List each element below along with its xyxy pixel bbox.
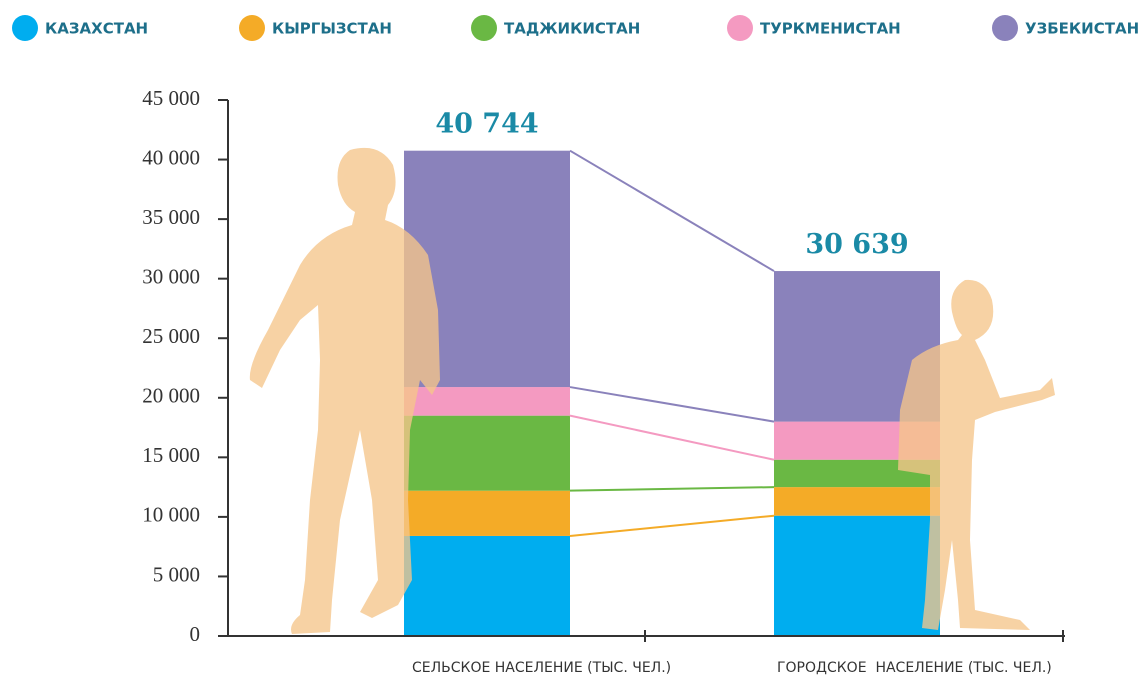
silhouettes: [249, 147, 1055, 634]
bars: [404, 149, 940, 636]
legend-label: КАЗАХСТАН: [45, 20, 148, 38]
total-label: 40 744: [435, 109, 538, 140]
legend-swatch: [239, 15, 265, 41]
bar-segment: [404, 490, 570, 536]
bar-segment: [774, 487, 940, 516]
y-tick-label: 40 000: [142, 145, 200, 169]
legend-label: УЗБЕКИСТАН: [1025, 20, 1139, 38]
connector-line: [569, 414, 775, 461]
connector-line: [569, 514, 775, 537]
legend-label: ТАДЖИКИСТАН: [504, 20, 640, 38]
y-tick-label: 30 000: [142, 264, 200, 288]
y-tick-label: 10 000: [142, 503, 200, 527]
legend-label: КЫРГЫЗСТАН: [272, 20, 392, 38]
y-tick-label: 35 000: [142, 205, 200, 229]
y-tick-label: 25 000: [142, 324, 200, 348]
axes: [227, 100, 1065, 642]
category-label: СЕЛЬСКОЕ НАСЕЛЕНИЕ (ТЫС. ЧЕЛ.): [412, 660, 671, 676]
child-silhouette: [898, 279, 1055, 630]
legend-swatch: [992, 15, 1018, 41]
category-label: ГОРОДСКОЕ НАСЕЛЕНИЕ (ТЫС. ЧЕЛ.): [777, 660, 1052, 676]
bar-segment: [404, 387, 570, 416]
bar-segment: [404, 535, 570, 636]
y-tick-label: 20 000: [142, 384, 200, 408]
y-tick-label: 0: [190, 622, 201, 646]
adult-silhouette: [249, 147, 440, 634]
connector-line: [569, 386, 775, 423]
bar-segment: [404, 415, 570, 491]
bar-segment: [774, 515, 940, 636]
legend-swatch: [12, 15, 38, 41]
y-tick-label: 15 000: [142, 443, 200, 467]
legend-label: ТУРКМЕНИСТАН: [760, 20, 901, 38]
legend-swatch: [471, 15, 497, 41]
y-tick-label: 5 000: [153, 562, 200, 586]
connector-line: [569, 149, 775, 272]
legend-swatch: [727, 15, 753, 41]
y-tick-label: 45 000: [142, 86, 200, 110]
total-label: 30 639: [805, 229, 908, 260]
connector-line: [569, 486, 775, 492]
